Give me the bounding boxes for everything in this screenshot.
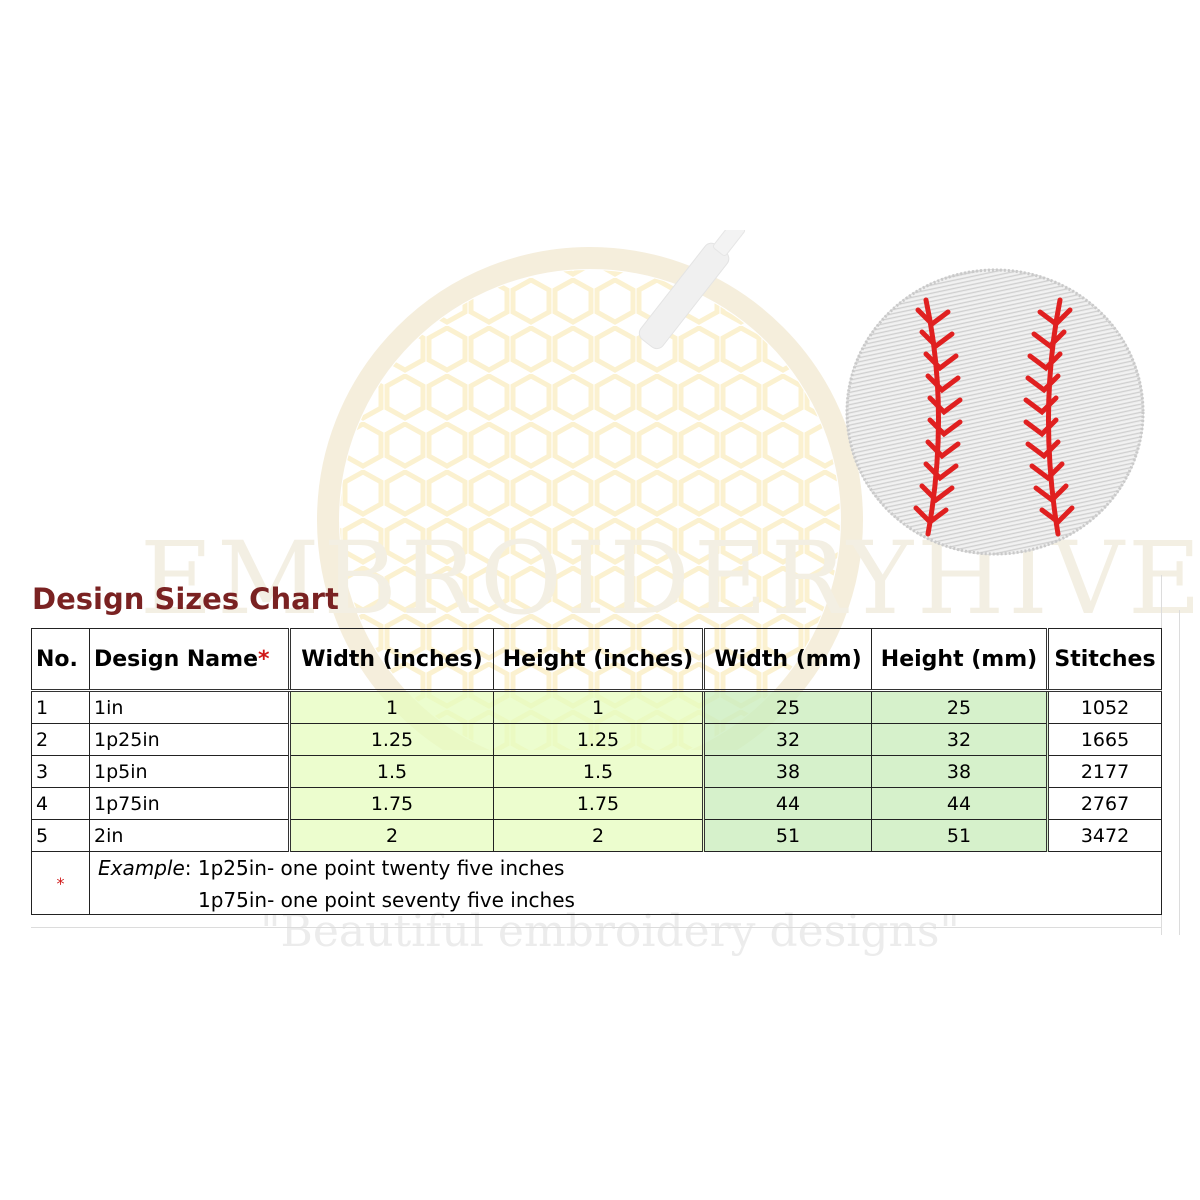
table-row: 3 1p5in 1.5 1.5 38 38 2177 [31, 755, 1162, 788]
cell-no: 3 [31, 755, 90, 788]
col-header-stitches: Stitches [1046, 628, 1162, 692]
design-name-label: Design Name [94, 646, 258, 672]
col-header-width-mm: Width (mm) [702, 628, 872, 692]
cell-stitches: 2767 [1046, 787, 1162, 820]
cell-width-mm: 44 [702, 787, 872, 820]
note-line-1: Example: 1p25in- one point twenty five i… [98, 856, 564, 880]
cell-height-inches: 1.5 [493, 755, 704, 788]
baseball-design-image [845, 268, 1145, 556]
note-text-1: : 1p25in- one point twenty five inches [184, 856, 565, 880]
cell-stitches: 1052 [1046, 690, 1162, 724]
cell-width-inches: 1 [288, 690, 494, 724]
cell-height-mm: 38 [871, 755, 1048, 788]
cell-width-mm: 51 [702, 819, 872, 852]
required-mark: * [258, 646, 270, 672]
note-line-2: 1p75in- one point seventy five inches [198, 888, 575, 912]
cell-height-mm: 51 [871, 819, 1048, 852]
table-row: 4 1p75in 1.75 1.75 44 44 2767 [31, 787, 1162, 820]
cell-height-inches: 1.25 [493, 723, 704, 756]
cell-no: 1 [31, 690, 90, 724]
table-row: 2 1p25in 1.25 1.25 32 32 1665 [31, 723, 1162, 756]
col-header-design-name: Design Name* [89, 628, 290, 692]
col-header-height-inches: Height (inches) [493, 628, 704, 692]
cell-height-mm: 32 [871, 723, 1048, 756]
cell-height-inches: 1 [493, 690, 704, 724]
cell-height-inches: 1.75 [493, 787, 704, 820]
note-row: * Example: 1p25in- one point twenty five… [31, 851, 1162, 915]
cell-width-inches: 1.75 [288, 787, 494, 820]
col-header-width-inches: Width (inches) [288, 628, 494, 692]
cell-height-mm: 44 [871, 787, 1048, 820]
cell-stitches: 3472 [1046, 819, 1162, 852]
cell-height-inches: 2 [493, 819, 704, 852]
cell-width-inches: 2 [288, 819, 494, 852]
design-sizes-table: No. Design Name* Width (inches) Height (… [31, 628, 1162, 915]
note-required-mark: * [31, 851, 90, 915]
cell-height-mm: 25 [871, 690, 1048, 724]
cell-width-mm: 25 [702, 690, 872, 724]
grid-line [31, 927, 1161, 928]
cell-design-name: 1in [89, 690, 290, 724]
col-header-no: No. [31, 628, 90, 692]
cell-design-name: 1p25in [89, 723, 290, 756]
cell-width-inches: 1.5 [288, 755, 494, 788]
cell-stitches: 1665 [1046, 723, 1162, 756]
table-row: 1 1in 1 1 25 25 1052 [31, 690, 1162, 724]
cell-width-mm: 38 [702, 755, 872, 788]
cell-design-name: 2in [89, 819, 290, 852]
cell-no: 2 [31, 723, 90, 756]
note-cell: Example: 1p25in- one point twenty five i… [89, 851, 1162, 915]
cell-width-inches: 1.25 [288, 723, 494, 756]
watermark-tagline: "Beautiful embroidery designs" [260, 906, 960, 957]
cell-no: 4 [31, 787, 90, 820]
table-row: 5 2in 2 2 51 51 3472 [31, 819, 1162, 852]
grid-line [1179, 610, 1180, 935]
chart-title: Design Sizes Chart [32, 582, 339, 616]
table-header-row: No. Design Name* Width (inches) Height (… [31, 628, 1162, 692]
grid-line [1161, 575, 1162, 935]
cell-width-mm: 32 [702, 723, 872, 756]
cell-design-name: 1p5in [89, 755, 290, 788]
cell-no: 5 [31, 819, 90, 852]
col-header-height-mm: Height (mm) [871, 628, 1048, 692]
cell-design-name: 1p75in [89, 787, 290, 820]
cell-stitches: 2177 [1046, 755, 1162, 788]
note-label: Example [98, 856, 185, 880]
